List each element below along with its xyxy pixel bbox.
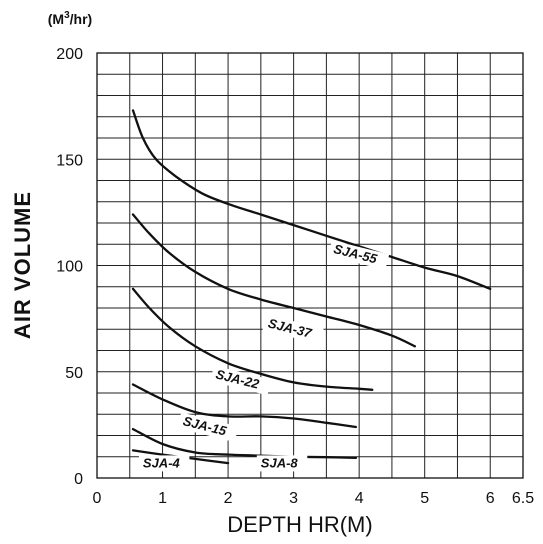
- curve-label-sja-4: SJA-4: [143, 455, 181, 470]
- curve-label-bg: [177, 412, 239, 443]
- curve-sja-8: [131, 427, 358, 459]
- curve-label-group-sja-8: SJA-8: [256, 455, 308, 472]
- y-unit-label: (M3/hr): [48, 10, 92, 27]
- x-tick-label: 5: [420, 490, 429, 507]
- grid: [97, 53, 523, 478]
- x-tick-label: 6.5: [512, 490, 534, 507]
- x-axis-label: DEPTH HR(M): [227, 512, 372, 537]
- x-tick-label: 4: [355, 490, 364, 507]
- curve-label-sja-8: SJA-8: [261, 455, 299, 470]
- curve-label-group-sja-4: SJA-4: [138, 455, 190, 472]
- curve-sja-15: [131, 383, 358, 429]
- curve-label-group-sja-22: SJA-22: [210, 365, 272, 396]
- curve-label-bg: [210, 365, 272, 396]
- curve-sja-37: [131, 213, 417, 348]
- curve-label-bg: [328, 240, 390, 270]
- curve-sja-55: [131, 109, 492, 291]
- y-tick-label: 50: [65, 365, 83, 382]
- plot-frame: [96, 52, 524, 479]
- curve-label-sja-22: SJA-22: [214, 366, 261, 391]
- curve-label-bg: [138, 455, 190, 472]
- curve-label-bg: [262, 314, 324, 345]
- curve-sja-22: [131, 287, 374, 391]
- curve-label-sja-37: SJA-37: [267, 315, 314, 340]
- y-axis-label: AIR VOLUME: [10, 191, 35, 339]
- y-tick-label: 0: [74, 471, 83, 488]
- y-tick-label: 150: [56, 152, 83, 169]
- x-tick-label: 3: [289, 490, 298, 507]
- y-tick-labels: 0 50 100 150 200: [56, 46, 83, 488]
- x-tick-label: 6: [486, 490, 495, 507]
- x-tick-label: 2: [224, 490, 233, 507]
- x-tick-labels: 0 1 2 3 4 5 6 6.5: [93, 490, 535, 507]
- y-tick-label: 100: [56, 259, 83, 276]
- y-tick-label: 200: [56, 46, 83, 63]
- curve-label-bg: [256, 455, 308, 472]
- x-tick-label: 0: [93, 490, 102, 507]
- curve-label-group-sja-37: SJA-37: [262, 314, 324, 345]
- x-tick-label: 1: [158, 490, 167, 507]
- plot-border: [96, 52, 524, 479]
